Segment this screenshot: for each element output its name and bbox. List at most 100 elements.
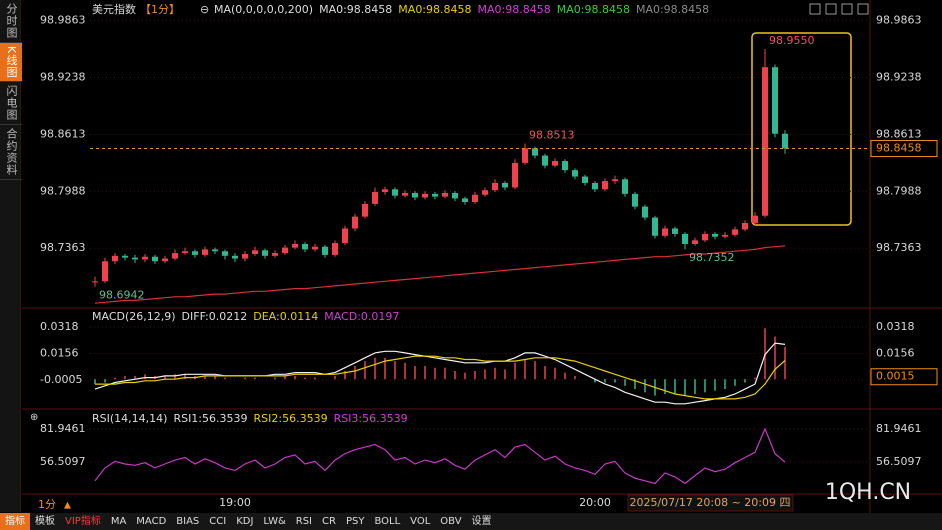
candle-body	[152, 256, 158, 262]
y-tick-label: 98.9238	[876, 70, 922, 83]
y-tick-label: 98.7363	[40, 241, 86, 254]
toolbar-item[interactable]: 指标	[0, 513, 30, 530]
candle-body	[742, 223, 748, 230]
candle-body	[542, 155, 548, 166]
toolbar-item[interactable]: MA	[110, 516, 127, 527]
alert-icon: ⊕	[30, 412, 38, 423]
period: 【1分】	[140, 3, 180, 16]
candle-body	[122, 255, 128, 258]
candle-body	[202, 249, 208, 255]
candle-body	[732, 229, 738, 235]
toolbar-item[interactable]: VOL	[410, 516, 431, 527]
candle-body	[222, 251, 228, 256]
candle-body	[182, 251, 188, 254]
candle-body	[232, 255, 238, 259]
candle-body	[352, 216, 358, 229]
legend-item: MA(0,0,0,0,0,200)	[214, 3, 313, 16]
toolbar-item[interactable]: BOLL	[374, 516, 401, 527]
legend-item: MACD:0.0197	[324, 310, 399, 323]
candle-body	[682, 233, 688, 244]
candle-body	[132, 257, 138, 260]
candle-body	[372, 192, 378, 204]
ma-line	[94, 245, 786, 304]
candle-body	[642, 206, 648, 218]
candle-body	[192, 251, 198, 255]
candle-body	[632, 193, 638, 207]
candle-body	[432, 193, 438, 197]
candle-body	[622, 179, 628, 194]
candle-body	[402, 192, 408, 196]
toolbar-item[interactable]: OBV	[440, 516, 462, 527]
y-tick-label: 0.0156	[40, 347, 79, 360]
extreme-label: 98.8513	[529, 128, 575, 141]
period-label[interactable]: 1分	[38, 498, 56, 511]
candle-body	[272, 253, 278, 256]
candle-body	[142, 256, 148, 260]
sidebar-tab[interactable]: 分时图	[0, 0, 22, 43]
candle-body	[592, 182, 598, 190]
x-tick-label: 20:00	[579, 496, 611, 509]
toolbar: 指标 模板 VIP指标 MA MACD BIAS CCI KDJ LW& RSI CR PSY BOLL…	[0, 513, 942, 530]
sidebar-tab[interactable]: K线图	[0, 43, 22, 83]
legend-item: MACD(26,12,9)	[92, 310, 176, 323]
candle-body	[612, 179, 618, 182]
candle-body	[442, 192, 448, 197]
candle-body	[212, 249, 218, 252]
toolbar-item[interactable]: 设置	[471, 516, 492, 527]
candle-body	[262, 250, 268, 256]
candle-body	[382, 189, 388, 193]
candle-body	[472, 194, 478, 203]
current-label: 0.0015	[876, 370, 915, 383]
candle-body	[102, 261, 108, 282]
toolbar-item[interactable]: RSI	[295, 516, 313, 527]
current-box	[870, 368, 938, 386]
candle-body	[782, 133, 788, 149]
extreme-label: 98.6942	[99, 289, 145, 302]
legend-item: DIFF:0.0212	[182, 310, 248, 323]
candle-body	[552, 161, 558, 166]
candle-body	[562, 161, 568, 171]
candle-body	[492, 182, 498, 191]
y-tick-label: 98.8613	[876, 127, 922, 140]
candle-body	[292, 243, 298, 248]
toolbar-item[interactable]: KDJ	[236, 516, 254, 527]
series-line	[94, 427, 786, 485]
toolbar-item[interactable]: LW&	[263, 516, 286, 527]
toolbar-item[interactable]: PSY	[345, 516, 365, 527]
toolbar-item[interactable]: MACD	[136, 516, 167, 527]
candle-body	[392, 189, 398, 196]
candle-body	[502, 182, 508, 188]
candle-body	[332, 243, 338, 255]
candle-body	[362, 203, 368, 217]
candle-body	[572, 170, 578, 177]
sidebar-tab[interactable]: 闪电图	[0, 82, 22, 126]
y-tick-label: 98.8613	[40, 127, 86, 140]
candle-body	[672, 228, 678, 234]
candle-body	[522, 148, 528, 163]
legend-item: MA0:98.8458	[557, 3, 630, 16]
candle-body	[462, 198, 468, 203]
candle-body	[312, 246, 318, 250]
candle-body	[452, 192, 458, 199]
sidebar-tab[interactable]: 合约资料	[0, 125, 22, 181]
toolbar-item[interactable]: 模板	[35, 516, 55, 527]
candle-body	[482, 190, 488, 195]
chart-title: 美元指数	[92, 2, 136, 16]
y-tick-label: 0.0156	[876, 347, 915, 360]
candle-body	[242, 253, 248, 259]
series-line	[95, 355, 786, 400]
toolbar-item[interactable]: CR	[322, 516, 336, 527]
y-tick-label: 98.9863	[876, 13, 922, 26]
sidebar: 分时图 K线图 闪电图 合约资料	[0, 0, 22, 512]
candle-body	[282, 247, 288, 254]
candle-body	[342, 228, 348, 244]
toolbar-item[interactable]: CCI	[209, 516, 227, 527]
extreme-label: 98.9550	[769, 34, 815, 47]
legend-item: RSI2:56.3539	[254, 412, 328, 425]
candle-body	[532, 148, 538, 156]
toolbar-item[interactable]: VIP指标	[65, 516, 101, 527]
legend-item: RSI(14,14,14)	[92, 412, 167, 425]
toolbar-item[interactable]: BIAS	[176, 516, 200, 527]
y-tick-label: 98.7988	[876, 184, 922, 197]
